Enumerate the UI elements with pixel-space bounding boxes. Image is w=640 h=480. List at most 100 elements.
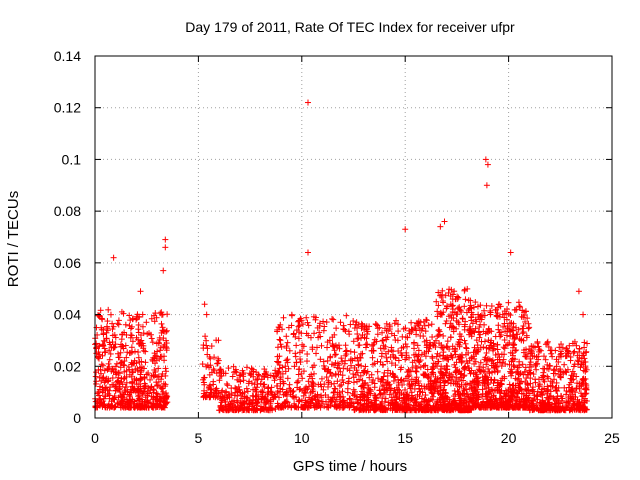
- data-point: [311, 370, 318, 377]
- data-point: [271, 377, 278, 384]
- data-point: [324, 383, 331, 390]
- x-tick-label: 25: [604, 430, 620, 446]
- data-point: [575, 288, 582, 295]
- data-point: [106, 347, 113, 354]
- data-point: [104, 378, 111, 385]
- data-point: [138, 363, 145, 370]
- data-point: [152, 368, 159, 375]
- data-point: [333, 325, 340, 332]
- data-point: [506, 381, 513, 388]
- data-point: [283, 333, 290, 340]
- data-point: [112, 334, 119, 341]
- data-point: [114, 378, 121, 385]
- data-point: [330, 316, 337, 323]
- data-point: [481, 338, 488, 345]
- data-point: [350, 370, 357, 377]
- data-point: [115, 394, 122, 401]
- data-point: [442, 320, 449, 327]
- data-point: [204, 362, 211, 369]
- data-point: [160, 335, 167, 342]
- data-point: [305, 249, 312, 256]
- data-point: [98, 324, 105, 331]
- data-point: [236, 405, 243, 412]
- data-point: [248, 399, 255, 406]
- data-point: [355, 342, 362, 349]
- data-point: [139, 311, 146, 318]
- data-point: [103, 329, 110, 336]
- data-point: [123, 379, 130, 386]
- data-point: [99, 352, 106, 359]
- data-point: [123, 373, 130, 380]
- data-point: [157, 344, 164, 351]
- data-point: [97, 395, 104, 402]
- data-point: [267, 398, 274, 405]
- data-point: [288, 322, 295, 329]
- y-tick-label: 0.08: [54, 203, 81, 219]
- data-point: [249, 366, 256, 373]
- data-point: [113, 360, 120, 367]
- data-point: [153, 390, 160, 397]
- data-point: [584, 340, 591, 347]
- data-point: [232, 368, 239, 375]
- data-point: [102, 348, 109, 355]
- data-point: [127, 386, 134, 393]
- data-point: [247, 372, 254, 379]
- data-point: [347, 321, 354, 328]
- data-point: [155, 365, 162, 372]
- data-point: [561, 361, 568, 368]
- data-point: [162, 236, 169, 243]
- data-point: [461, 303, 468, 310]
- data-point: [100, 342, 107, 349]
- data-point: [107, 311, 114, 318]
- data-point: [237, 372, 244, 379]
- data-point: [275, 368, 282, 375]
- data-point: [264, 385, 271, 392]
- data-point: [272, 367, 279, 374]
- data-point: [116, 385, 123, 392]
- data-point: [379, 337, 386, 344]
- data-point: [320, 327, 327, 334]
- data-point: [308, 371, 315, 378]
- data-point: [295, 398, 302, 405]
- data-point: [483, 182, 490, 189]
- data-point: [154, 374, 161, 381]
- data-point: [463, 344, 470, 351]
- data-point: [482, 156, 489, 163]
- data-point: [240, 369, 247, 376]
- data-point: [313, 350, 320, 357]
- data-point: [571, 348, 578, 355]
- data-point: [408, 319, 415, 326]
- data-point: [107, 350, 114, 357]
- data-point: [202, 333, 209, 340]
- data-point: [303, 314, 310, 321]
- data-point: [104, 386, 111, 393]
- data-point: [204, 345, 211, 352]
- data-point: [505, 299, 512, 306]
- data-point: [429, 334, 436, 341]
- data-point: [140, 385, 147, 392]
- data-point: [217, 393, 224, 400]
- data-point: [549, 353, 556, 360]
- data-point: [229, 373, 236, 380]
- data-point: [156, 397, 163, 404]
- data-point: [223, 380, 230, 387]
- data-point: [109, 320, 116, 327]
- data-point: [135, 354, 142, 361]
- data-point: [248, 403, 255, 410]
- data-point: [102, 393, 109, 400]
- data-point: [128, 359, 135, 366]
- data-point: [332, 385, 339, 392]
- data-point: [285, 365, 292, 372]
- data-point: [117, 349, 124, 356]
- data-point: [459, 315, 466, 322]
- data-point: [201, 374, 208, 381]
- data-point: [323, 374, 330, 381]
- data-point: [284, 339, 291, 346]
- data-point: [226, 406, 233, 413]
- data-point: [93, 380, 100, 387]
- data-point: [324, 339, 331, 346]
- data-point: [318, 342, 325, 349]
- data-point: [253, 377, 260, 384]
- data-point: [231, 392, 238, 399]
- data-point: [293, 342, 300, 349]
